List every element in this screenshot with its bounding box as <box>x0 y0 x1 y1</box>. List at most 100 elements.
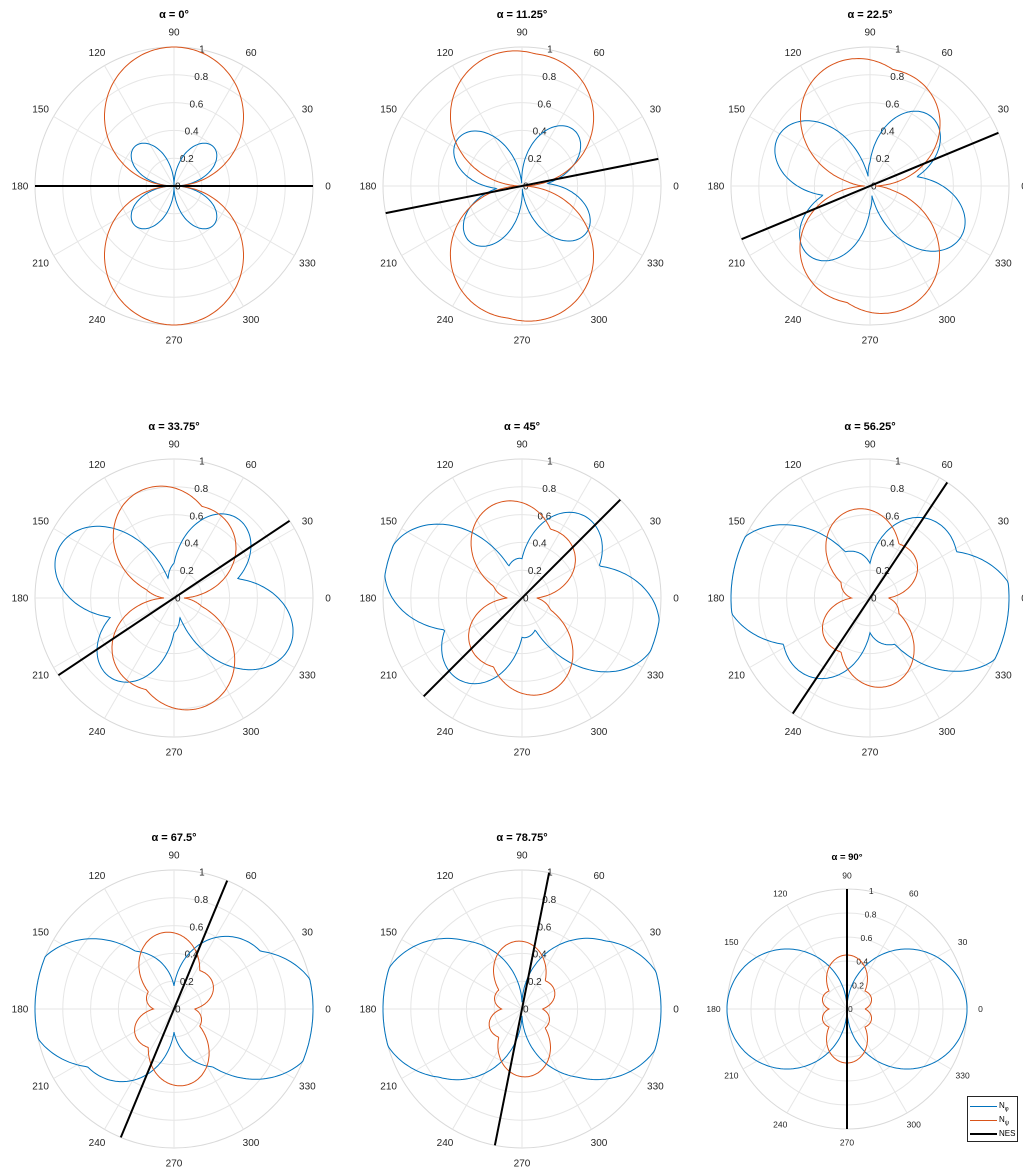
theta-tick-label: 210 <box>32 259 49 270</box>
theta-tick-label: 180 <box>706 1004 720 1014</box>
theta-tick-label: 180 <box>360 594 377 605</box>
legend-entry-n-phi: Nφ <box>970 1100 1017 1113</box>
theta-tick-label: 30 <box>302 517 314 528</box>
grid-spoke <box>401 185 523 256</box>
theta-tick-label: 90 <box>864 28 876 39</box>
r-tick-label: 0 <box>848 1004 853 1014</box>
grid-spoke <box>104 597 175 719</box>
r-tick-label: 0.4 <box>185 127 199 138</box>
theta-tick-label: 90 <box>516 28 528 39</box>
polar-plot-8: α = 90° 0 30 60 90 120 150 180 210 240 270 300 330 0 0… <box>706 852 983 1147</box>
theta-tick-label: 330 <box>299 671 316 682</box>
series-n-phi <box>774 110 966 262</box>
plot-title: α = 67.5° <box>151 832 196 844</box>
theta-tick-label: 30 <box>650 928 662 939</box>
legend-entry-nes: NES <box>970 1128 1017 1140</box>
theta-tick-label: 120 <box>785 48 802 59</box>
r-tick-label: 0.4 <box>533 539 547 550</box>
theta-tick-label: 150 <box>32 517 49 528</box>
theta-tick-label: 60 <box>245 48 257 59</box>
legend: Nφ Nψ NES <box>967 1096 1018 1142</box>
theta-tick-label: 0 <box>325 594 331 605</box>
r-tick-label: 0.4 <box>881 539 895 550</box>
polar-plot-1: α = 11.25° 0 30 60 90 120 150 180 210 240 270 300 33… <box>360 9 680 347</box>
r-tick-label: 0.6 <box>537 99 551 110</box>
r-tick-label: 0.6 <box>189 922 203 933</box>
theta-tick-label: 0 <box>673 594 679 605</box>
theta-tick-label: 30 <box>302 105 314 116</box>
r-tick-label: 0.6 <box>861 933 873 943</box>
r-tick-label: 0.2 <box>528 154 542 165</box>
r-tick-label: 0.4 <box>185 539 199 550</box>
r-tick-label: 0 <box>175 1005 181 1016</box>
theta-tick-label: 60 <box>909 888 919 898</box>
nes-line <box>493 872 551 1146</box>
theta-tick-label: 90 <box>516 440 528 451</box>
theta-tick-label: 0 <box>325 1005 331 1016</box>
theta-tick-label: 150 <box>728 105 745 116</box>
theta-tick-label: 300 <box>591 1138 608 1149</box>
nes-line <box>741 131 999 241</box>
grid-spoke <box>521 1008 643 1079</box>
theta-tick-label: 90 <box>168 851 180 862</box>
theta-tick-label: 0 <box>1021 594 1023 605</box>
theta-tick-label: 240 <box>785 727 802 738</box>
r-tick-label: 0.2 <box>180 154 194 165</box>
r-tick-label: 1 <box>199 457 205 468</box>
plot-title: α = 11.25° <box>497 9 548 21</box>
grid-spoke <box>452 597 523 719</box>
plot-title: α = 90° <box>831 852 862 863</box>
r-tick-label: 0.8 <box>865 909 877 919</box>
grid-spoke <box>749 528 871 599</box>
theta-tick-label: 150 <box>728 517 745 528</box>
theta-tick-label: 270 <box>166 748 183 759</box>
grid-spoke <box>521 477 592 599</box>
grid-spoke <box>521 939 643 1010</box>
polar-plot-4: α = 45° 0 30 60 90 120 150 180 210 240 270 300 330 0 0… <box>360 421 680 759</box>
r-tick-label: 0.6 <box>885 99 899 110</box>
theta-tick-label: 300 <box>591 727 608 738</box>
plot-title: α = 22.5° <box>847 9 892 21</box>
theta-tick-label: 180 <box>708 594 725 605</box>
theta-tick-label: 270 <box>840 1137 854 1147</box>
theta-tick-label: 120 <box>437 48 454 59</box>
r-tick-label: 0.8 <box>890 484 904 495</box>
series-n-psi <box>822 954 872 1064</box>
theta-tick-label: 60 <box>593 871 605 882</box>
legend-line-n-phi <box>970 1106 997 1107</box>
nes-line <box>57 519 291 677</box>
grid-spoke <box>869 185 940 307</box>
grid-spoke <box>401 939 523 1010</box>
nes-line <box>423 499 621 697</box>
series-n-phi <box>726 948 968 1070</box>
series-n-psi <box>111 485 237 711</box>
theta-tick-label: 60 <box>941 460 953 471</box>
theta-tick-label: 240 <box>773 1120 787 1130</box>
theta-tick-label: 30 <box>998 105 1010 116</box>
r-tick-label: 0 <box>871 594 877 605</box>
grid-spoke <box>742 948 848 1010</box>
theta-tick-label: 150 <box>380 517 397 528</box>
theta-tick-label: 60 <box>245 871 257 882</box>
r-tick-label: 0.8 <box>194 895 208 906</box>
r-tick-label: 0.4 <box>881 127 895 138</box>
theta-tick-label: 30 <box>958 937 968 947</box>
series-n-phi <box>384 511 660 685</box>
r-tick-label: 1 <box>199 868 205 879</box>
theta-tick-label: 180 <box>708 182 725 193</box>
series-n-psi <box>799 57 941 315</box>
grid-spoke <box>800 597 871 719</box>
theta-tick-label: 270 <box>514 1159 531 1169</box>
theta-tick-label: 180 <box>12 594 29 605</box>
grid-spoke <box>104 477 175 599</box>
grid-spoke <box>869 528 991 599</box>
r-tick-label: 0.6 <box>885 511 899 522</box>
theta-tick-label: 60 <box>941 48 953 59</box>
theta-tick-label: 180 <box>360 182 377 193</box>
theta-tick-label: 30 <box>302 928 314 939</box>
legend-label-n-psi: Nψ <box>999 1115 1010 1127</box>
legend-line-nes <box>970 1133 997 1135</box>
series-n-psi <box>468 500 576 696</box>
theta-tick-label: 210 <box>728 671 745 682</box>
